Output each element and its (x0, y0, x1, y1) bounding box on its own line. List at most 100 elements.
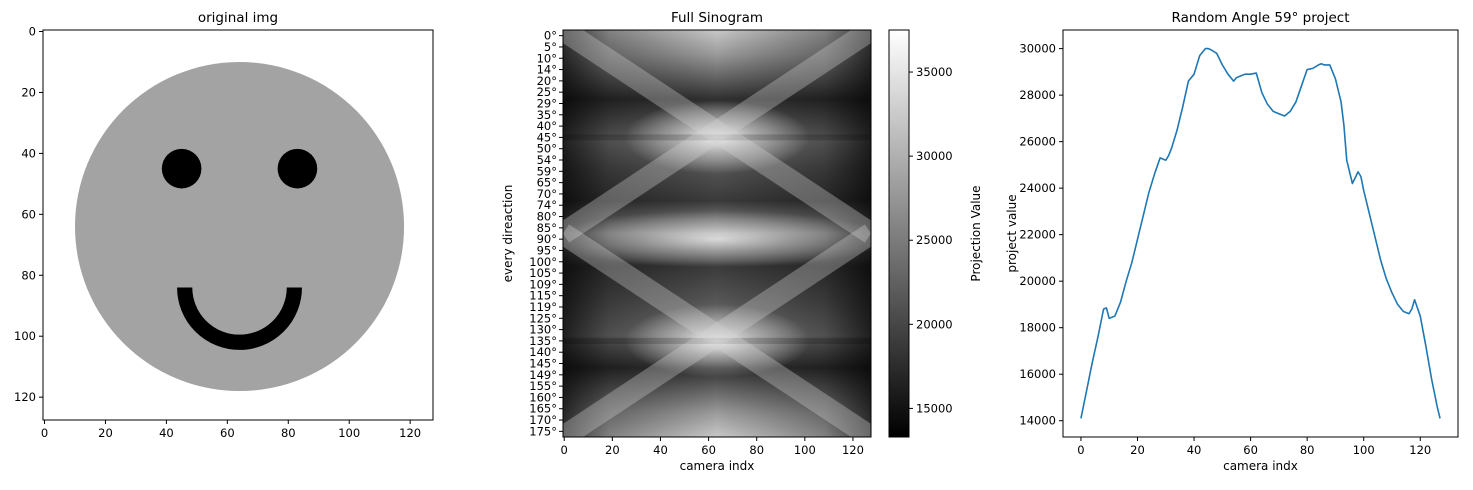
x-axis-label: camera indx (680, 459, 755, 473)
x-tick-label: 60 (220, 426, 235, 440)
y-tick-label: 0° (544, 29, 557, 43)
axes-frame (42, 29, 434, 421)
y-tick-label: 20 (21, 85, 36, 99)
x-tick-label: 0 (41, 426, 48, 440)
colorbar-tick-label: 25000 (916, 233, 953, 247)
eye-1 (161, 148, 202, 189)
y-tick-label: 30000 (1019, 42, 1056, 56)
y-tick-label: 70° (537, 187, 557, 201)
y-tick-label: 5° (544, 40, 557, 54)
y-tick-label: 45° (537, 130, 557, 144)
sinogram-bright-lobe (624, 100, 810, 175)
x-tick-label: 100 (794, 443, 816, 457)
y-tick-label: 145° (529, 357, 557, 371)
x-tick-label: 120 (1409, 443, 1431, 457)
x-tick-label: 20 (98, 426, 113, 440)
y-tick-label: 120 (14, 390, 36, 404)
sinogram-bright-lobe (624, 304, 810, 378)
y-tick-label: 54° (537, 153, 557, 167)
y-tick-label: 85° (537, 221, 557, 235)
colorbar-tick-label: 15000 (916, 401, 953, 415)
y-tick-label: 50° (537, 142, 557, 156)
y-tick-label: 35° (537, 108, 557, 122)
y-tick-label: 20000 (1019, 274, 1056, 288)
x-axis-label: camera indx (1223, 459, 1298, 473)
y-tick-label: 65° (537, 176, 557, 190)
y-tick-label: 60 (21, 207, 36, 221)
y-tick-label: 20° (537, 74, 557, 88)
sinogram-trace (563, 224, 871, 437)
x-tick-label: 100 (1353, 443, 1375, 457)
eye-2 (277, 148, 318, 189)
axes-frame (562, 29, 872, 438)
y-tick-label: 140° (529, 345, 557, 359)
x-tick-label: 80 (281, 426, 296, 440)
y-tick-label: 10° (537, 51, 557, 65)
y-tick-label: 105° (529, 266, 557, 280)
y-tick-label: 170° (529, 413, 557, 427)
y-tick-label: 155° (529, 379, 557, 393)
y-tick-label: 125° (529, 311, 557, 325)
sinogram-trace (563, 30, 871, 243)
sinogram-image (563, 30, 871, 437)
colorbar-tick-label: 20000 (916, 317, 953, 331)
y-axis-label: project value (1005, 194, 1019, 272)
sinogram-bright-band (563, 210, 871, 268)
series-line (1080, 47, 1441, 419)
x-tick-label: 80 (1300, 443, 1315, 457)
colorbar-label: Projection Value (969, 185, 983, 281)
y-tick-label: 95° (537, 243, 557, 257)
x-tick-label: 20 (605, 443, 620, 457)
x-tick-label: 60 (701, 443, 716, 457)
y-tick-label: 100° (529, 255, 557, 269)
axes-frame (1062, 29, 1459, 438)
y-tick-label: 18000 (1019, 321, 1056, 335)
colorbar-tick-label: 30000 (916, 149, 953, 163)
y-tick-label: 26000 (1019, 135, 1056, 149)
panel-full-sinogram: 0 20 40 60 80 100 120 0°5°10°14°20°25°29°35°40°… (501, 10, 983, 473)
y-tick-label: 40° (537, 119, 557, 133)
colorbar-tick-label: 35000 (916, 65, 953, 79)
sinogram-stripe (563, 337, 871, 344)
y-tick-label: 130° (529, 323, 557, 337)
y-tick-label: 165° (529, 402, 557, 416)
y-tick-label: 80° (537, 210, 557, 224)
x-tick-label: 20 (1130, 443, 1145, 457)
y-tick-label: 109° (529, 277, 557, 291)
y-tick-label: 100 (14, 329, 36, 343)
x-tick-label: 40 (1187, 443, 1202, 457)
y-tick-label: 160° (529, 390, 557, 404)
y-tick-label: 59° (537, 164, 557, 178)
x-tick-label: 40 (159, 426, 174, 440)
y-tick-label: 149° (529, 368, 557, 382)
x-tick-label: 120 (399, 426, 421, 440)
mouth-arc (177, 287, 302, 350)
y-tick-label: 175° (529, 424, 557, 438)
sinogram-trace (563, 224, 871, 437)
y-tick-label: 90° (537, 232, 557, 246)
y-tick-label: 24000 (1019, 181, 1056, 195)
y-tick-label: 119° (529, 300, 557, 314)
x-tick-label: 0 (1077, 443, 1084, 457)
chart-title: Full Sinogram (671, 10, 763, 26)
y-tick-label: 14000 (1019, 414, 1056, 428)
x-tick-label: 60 (1243, 443, 1258, 457)
x-tick-label: 80 (749, 443, 764, 457)
y-tick-label: 14° (537, 63, 557, 77)
y-tick-label: 0 (29, 25, 36, 39)
sinogram-trace (563, 30, 871, 243)
y-tick-label: 135° (529, 334, 557, 348)
y-tick-label: 40 (21, 146, 36, 160)
x-tick-label: 40 (653, 443, 668, 457)
y-tick-label: 29° (537, 96, 557, 110)
face-disk (74, 61, 405, 392)
colorbar (888, 29, 910, 438)
sinogram-stripe (563, 134, 871, 141)
y-tick-label: 115° (529, 289, 557, 303)
y-tick-label: 16000 (1019, 367, 1056, 381)
x-tick-label: 100 (338, 426, 360, 440)
y-tick-label: 22000 (1019, 228, 1056, 242)
y-tick-label: 80 (21, 268, 36, 282)
y-tick-label: 25° (537, 85, 557, 99)
